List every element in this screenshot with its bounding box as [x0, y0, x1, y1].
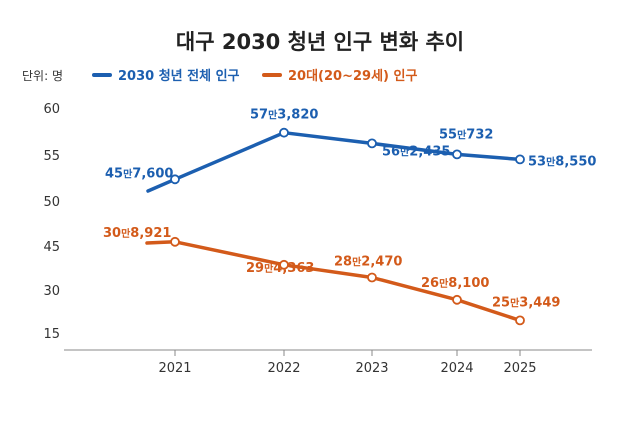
- data-label-man-unit: 만: [264, 262, 274, 275]
- data-point-total: [515, 154, 525, 165]
- data-label-twenties: 29만4,363: [246, 261, 314, 276]
- data-label-man-unit: 만: [457, 128, 467, 141]
- data-point-total: [367, 138, 377, 149]
- data-label-total: 57만3,820: [250, 108, 318, 123]
- legend-total-label: 2030 청년 전체 인구: [118, 69, 240, 84]
- data-label-man-value: 56: [382, 144, 400, 159]
- chart-title: 대구 2030 청년 인구 변화 추이: [175, 30, 465, 54]
- data-label-man-unit: 만: [400, 145, 410, 158]
- data-label-total: 55만732: [439, 127, 493, 142]
- data-label-rest-value: 3,449: [519, 295, 560, 310]
- data-label-man-value: 25: [492, 295, 510, 310]
- data-point-twenties: [279, 259, 289, 270]
- data-label-twenties: 25만3,449: [492, 295, 560, 310]
- data-label-man-unit: 만: [352, 256, 362, 269]
- y-tick-label: 15: [43, 327, 60, 342]
- y-tick-label: 60: [43, 102, 60, 117]
- data-point-twenties: [367, 272, 377, 283]
- data-label-man-unit: 만: [510, 296, 520, 309]
- data-label-man-unit: 만: [123, 167, 133, 180]
- legend-twenties: 20대(20~29세) 인구: [262, 65, 417, 84]
- data-label-man-value: 29: [246, 261, 264, 276]
- data-label-man-value: 55: [439, 127, 457, 142]
- data-point-twenties: [170, 236, 180, 247]
- unit-label: 단위: 명: [22, 69, 63, 83]
- x-tick-label: 2023: [355, 361, 388, 376]
- data-label-twenties: 26만8,100: [421, 276, 489, 291]
- x-tick-label: 2024: [440, 361, 473, 376]
- data-point-total: [279, 127, 289, 138]
- data-label-man-value: 57: [250, 108, 268, 123]
- data-label-total: 56만2,435: [382, 144, 450, 159]
- data-label-total: 53만8,550: [528, 154, 596, 169]
- data-label-rest-value: 2,470: [361, 255, 402, 270]
- y-tick-label: 45: [43, 240, 60, 255]
- data-label-rest-value: 7,600: [132, 166, 173, 181]
- data-label-rest-value: 8,550: [555, 154, 596, 169]
- data-label-man-value: 26: [421, 276, 439, 291]
- data-label-man-value: 28: [334, 255, 352, 270]
- data-label-man-value: 30: [103, 226, 121, 241]
- y-tick-label: 50: [43, 195, 60, 210]
- data-label-rest-value: 2,435: [409, 144, 450, 159]
- legend-total-swatch: [92, 72, 112, 77]
- data-point-total: [452, 149, 462, 160]
- data-label-total: 45만7,600: [105, 166, 173, 181]
- x-tick-label: 2022: [267, 361, 300, 376]
- data-label-twenties: 28만2,470: [334, 255, 402, 270]
- y-tick-label: 55: [43, 149, 60, 164]
- series-line-total: [146, 130, 522, 193]
- data-label-man-value: 45: [105, 166, 123, 181]
- data-label-rest-value: 8,921: [130, 226, 171, 241]
- data-point-twenties: [515, 315, 525, 326]
- data-label-rest-value: 3,820: [277, 108, 318, 123]
- data-label-rest-value: 732: [466, 127, 493, 142]
- x-tick-label: 2025: [503, 361, 536, 376]
- data-point-total: [170, 174, 180, 185]
- data-label-man-unit: 만: [268, 109, 278, 122]
- legend-twenties-label: 20대(20~29세) 인구: [288, 69, 418, 84]
- data-label-man-value: 53: [528, 154, 546, 169]
- data-point-twenties: [452, 294, 462, 305]
- data-label-rest-value: 8,100: [448, 276, 489, 291]
- data-label-man-unit: 만: [546, 155, 556, 168]
- data-label-twenties: 30만8,921: [103, 226, 171, 241]
- y-tick-label: 30: [43, 284, 60, 299]
- data-label-rest-value: 4,363: [273, 261, 314, 276]
- data-label-man-unit: 만: [439, 277, 449, 290]
- x-tick-label: 2021: [158, 361, 191, 376]
- legend-total: 2030 청년 전체 인구: [92, 65, 240, 84]
- data-label-man-unit: 만: [121, 227, 131, 240]
- legend-twenties-swatch: [262, 72, 282, 77]
